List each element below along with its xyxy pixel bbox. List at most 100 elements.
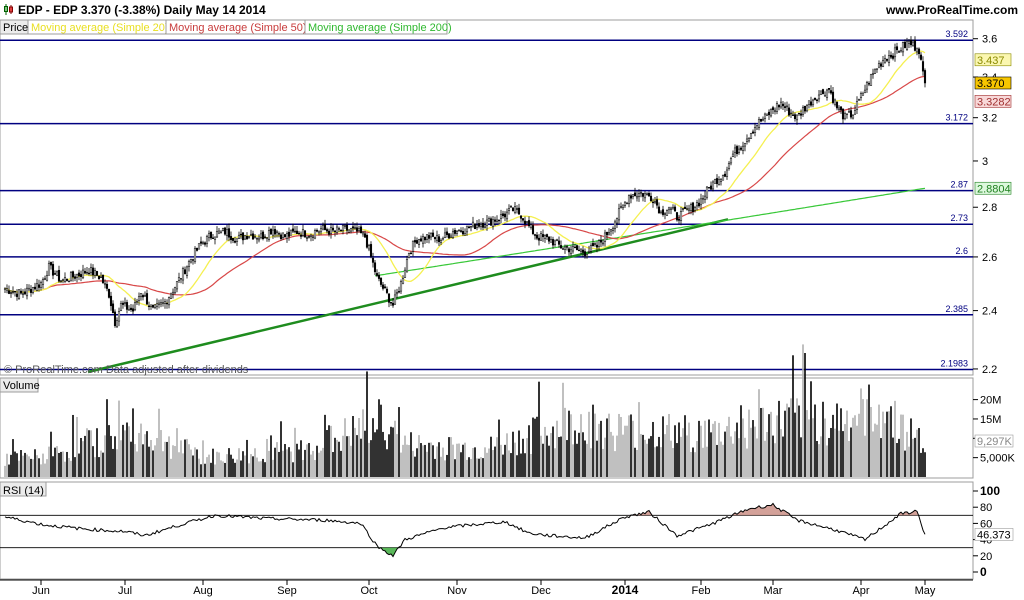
candle-body	[563, 246, 567, 250]
volume-bar	[514, 442, 516, 477]
volume-bar	[124, 430, 126, 477]
candle-body	[443, 232, 447, 239]
watermark: © ProRealTime.com Data adjusted after di…	[4, 364, 249, 376]
rsi-overbought-fill	[753, 508, 755, 516]
sma20-value-tag: 3.437	[977, 55, 1005, 67]
volume-bar	[750, 427, 752, 477]
rsi-oversold-fill	[393, 547, 395, 557]
volume-bar	[298, 449, 300, 477]
candle-body	[221, 228, 225, 231]
candle-body	[729, 158, 733, 164]
volume-bar	[590, 448, 592, 477]
volume-bar	[448, 437, 450, 477]
volume-bar	[170, 458, 172, 477]
volume-bar	[142, 444, 144, 477]
candle-body	[523, 220, 527, 225]
candle-body	[853, 110, 857, 115]
candle-body	[533, 234, 537, 236]
candle-body	[713, 179, 717, 184]
candle-body	[557, 240, 561, 245]
candle-body	[625, 202, 629, 205]
candle-body	[503, 213, 507, 218]
candle-body	[323, 223, 327, 230]
candle-body	[809, 101, 813, 106]
candle-body	[583, 251, 587, 256]
volume-bar	[630, 414, 632, 477]
volume-bar	[700, 425, 702, 477]
volume-bar	[680, 436, 682, 477]
volume-bar	[570, 414, 572, 477]
candle-body	[401, 278, 405, 284]
volume-bar	[418, 435, 420, 477]
volume-bar	[752, 420, 754, 477]
legend-price: Price	[3, 22, 28, 34]
candle-body	[243, 235, 247, 240]
candle-body	[923, 70, 927, 84]
candle-body	[309, 234, 313, 237]
candle-body	[93, 270, 97, 276]
volume-bar	[672, 448, 674, 477]
candle-body	[591, 243, 595, 247]
candle-body	[473, 223, 477, 229]
volume-bar	[272, 459, 274, 477]
volume-bar	[90, 430, 92, 477]
site-url: www.ProRealTime.com	[885, 3, 1018, 17]
chart-title: EDP - EDP 3.370 (-3.38%) Daily May 14 20…	[18, 3, 266, 17]
candle-body	[841, 108, 845, 120]
volume-bar	[12, 439, 14, 477]
volume-bar	[248, 463, 250, 477]
candle-body	[877, 63, 881, 68]
candle-body	[505, 211, 509, 220]
volume-bar	[542, 443, 544, 477]
volume-bar	[420, 443, 422, 477]
candle-body	[151, 304, 155, 308]
volume-bar	[232, 458, 234, 477]
volume-bar	[902, 414, 904, 477]
volume-bar	[430, 442, 432, 477]
candle-body	[157, 302, 161, 305]
volume-bar	[262, 458, 264, 477]
volume-bar	[710, 432, 712, 477]
volume-bar	[786, 403, 788, 477]
candle-body	[247, 235, 251, 238]
volume-bar	[238, 448, 240, 477]
volume-bar	[748, 409, 750, 477]
volume-bar	[706, 446, 708, 477]
candle-body	[57, 270, 61, 282]
candle-body	[255, 238, 259, 240]
candle-body	[683, 206, 687, 210]
volume-bar	[364, 430, 366, 477]
volume-bar	[52, 456, 54, 477]
candle-body	[569, 249, 573, 255]
candle-body	[289, 229, 293, 236]
candle-body	[469, 225, 473, 228]
candle-body	[447, 233, 451, 239]
volume-bar	[288, 447, 290, 477]
volume-bar	[444, 460, 446, 477]
candle-body	[531, 225, 535, 234]
candle-body	[547, 236, 551, 242]
candle-body	[229, 236, 233, 240]
candle-body	[189, 259, 193, 263]
level-label-2: 2.87	[950, 180, 968, 190]
candle-body	[581, 249, 585, 253]
volume-bar	[178, 452, 180, 477]
volume-bar	[22, 455, 24, 477]
candle-body	[19, 290, 23, 294]
volume-bar	[702, 447, 704, 477]
chart-header: EDP - EDP 3.370 (-3.38%) Daily May 14 20…	[0, 0, 1024, 20]
volume-bar	[714, 421, 716, 477]
candle-body	[299, 234, 303, 237]
candle-body	[257, 237, 261, 241]
candle-body	[3, 288, 7, 290]
candle-body	[813, 97, 817, 100]
volume-bar	[764, 440, 766, 477]
candle-body	[715, 178, 719, 184]
candle-body	[395, 292, 399, 295]
volume-bar	[516, 455, 518, 477]
trendline	[87, 218, 729, 374]
volume-bar	[214, 464, 216, 477]
candle-body	[467, 226, 471, 229]
volume-bar	[378, 399, 380, 477]
candle-body	[307, 236, 311, 238]
